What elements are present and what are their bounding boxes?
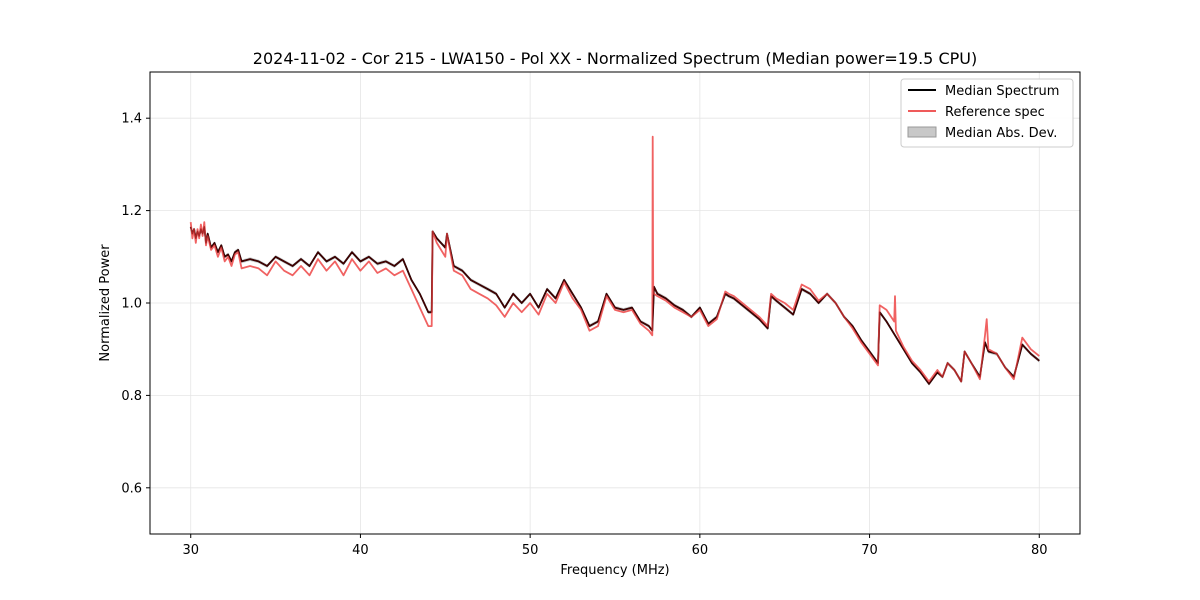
y-tick-label: 1.2 (121, 204, 142, 219)
y-tick-label: 1.4 (121, 112, 142, 127)
x-axis-label: Frequency (MHz) (560, 563, 669, 578)
x-tick-label: 30 (182, 543, 199, 558)
chart-title: 2024-11-02 - Cor 215 - LWA150 - Pol XX -… (253, 49, 977, 68)
reference-spectrum-line (189, 135, 1040, 383)
legend-label-reference: Reference spec (945, 105, 1045, 120)
y-axis-label: Normalized Power (98, 244, 113, 362)
x-tick-label: 50 (522, 543, 539, 558)
x-tick-label: 80 (1031, 543, 1048, 558)
median-overlap-line (190, 226, 1040, 385)
y-tick-label: 0.8 (121, 389, 142, 404)
grid-lines (150, 72, 1080, 534)
axis-ticks: 30 40 50 60 70 80 0.6 0.8 1.0 1.2 1.4 (121, 112, 1047, 558)
y-tick-label: 0.6 (121, 481, 142, 496)
x-tick-label: 60 (692, 543, 709, 558)
x-tick-label: 40 (352, 543, 369, 558)
legend-swatch-mad (907, 126, 937, 138)
legend-box (900, 78, 1074, 148)
legend-label-median: Median Spectrum (945, 84, 1059, 99)
y-tick-label: 1.0 (121, 297, 142, 312)
legend-label-mad: Median Abs. Dev. (945, 126, 1057, 141)
legend: Median Spectrum Reference spec Median Ab… (900, 78, 1074, 148)
series-layer (189, 135, 1040, 386)
x-tick-label: 70 (861, 543, 878, 558)
